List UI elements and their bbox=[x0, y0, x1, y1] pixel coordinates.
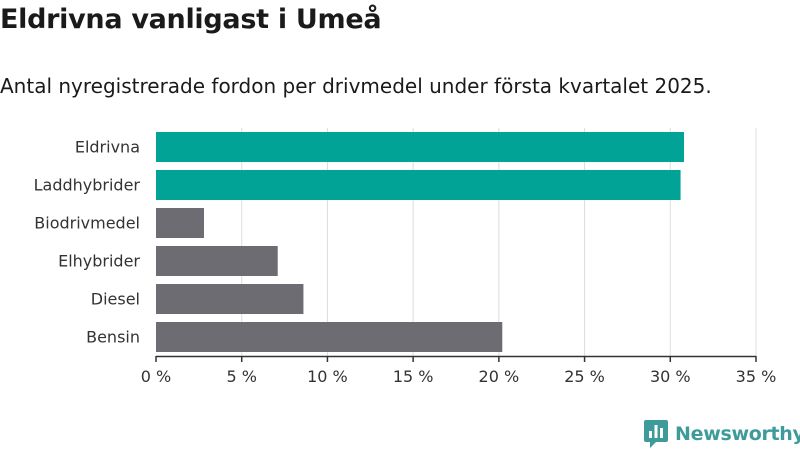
category-label: Laddhybrider bbox=[34, 176, 141, 195]
chart-title: Eldrivna vanligast i Umeå bbox=[0, 4, 382, 35]
x-tick-label: 5 % bbox=[226, 367, 256, 386]
brand-name: Newsworthy bbox=[675, 423, 800, 445]
brand-logo: Newsworthy bbox=[643, 419, 800, 449]
category-label: Eldrivna bbox=[75, 138, 140, 157]
bar-laddhybrider bbox=[156, 170, 681, 200]
category-label: Bensin bbox=[86, 328, 140, 347]
x-tick-label: 25 % bbox=[564, 367, 605, 386]
bar-biodrivmedel bbox=[156, 208, 204, 238]
x-tick-label: 0 % bbox=[141, 367, 171, 386]
chart-subtitle: Antal nyregistrerade fordon per drivmede… bbox=[0, 74, 712, 98]
bar-diesel bbox=[156, 284, 304, 314]
category-label: Biodrivmedel bbox=[34, 214, 140, 233]
bar-eldrivna bbox=[156, 132, 684, 162]
x-tick-label: 15 % bbox=[393, 367, 434, 386]
bar-bensin bbox=[156, 322, 503, 352]
bar-elhybrider bbox=[156, 246, 278, 276]
newsworthy-logo-icon bbox=[644, 420, 668, 448]
x-tick-label: 10 % bbox=[307, 367, 348, 386]
x-tick-label: 30 % bbox=[650, 367, 691, 386]
x-tick-label: 20 % bbox=[479, 367, 520, 386]
x-tick-label: 35 % bbox=[736, 367, 777, 386]
category-label: Elhybrider bbox=[58, 252, 140, 271]
category-label: Diesel bbox=[91, 290, 140, 309]
